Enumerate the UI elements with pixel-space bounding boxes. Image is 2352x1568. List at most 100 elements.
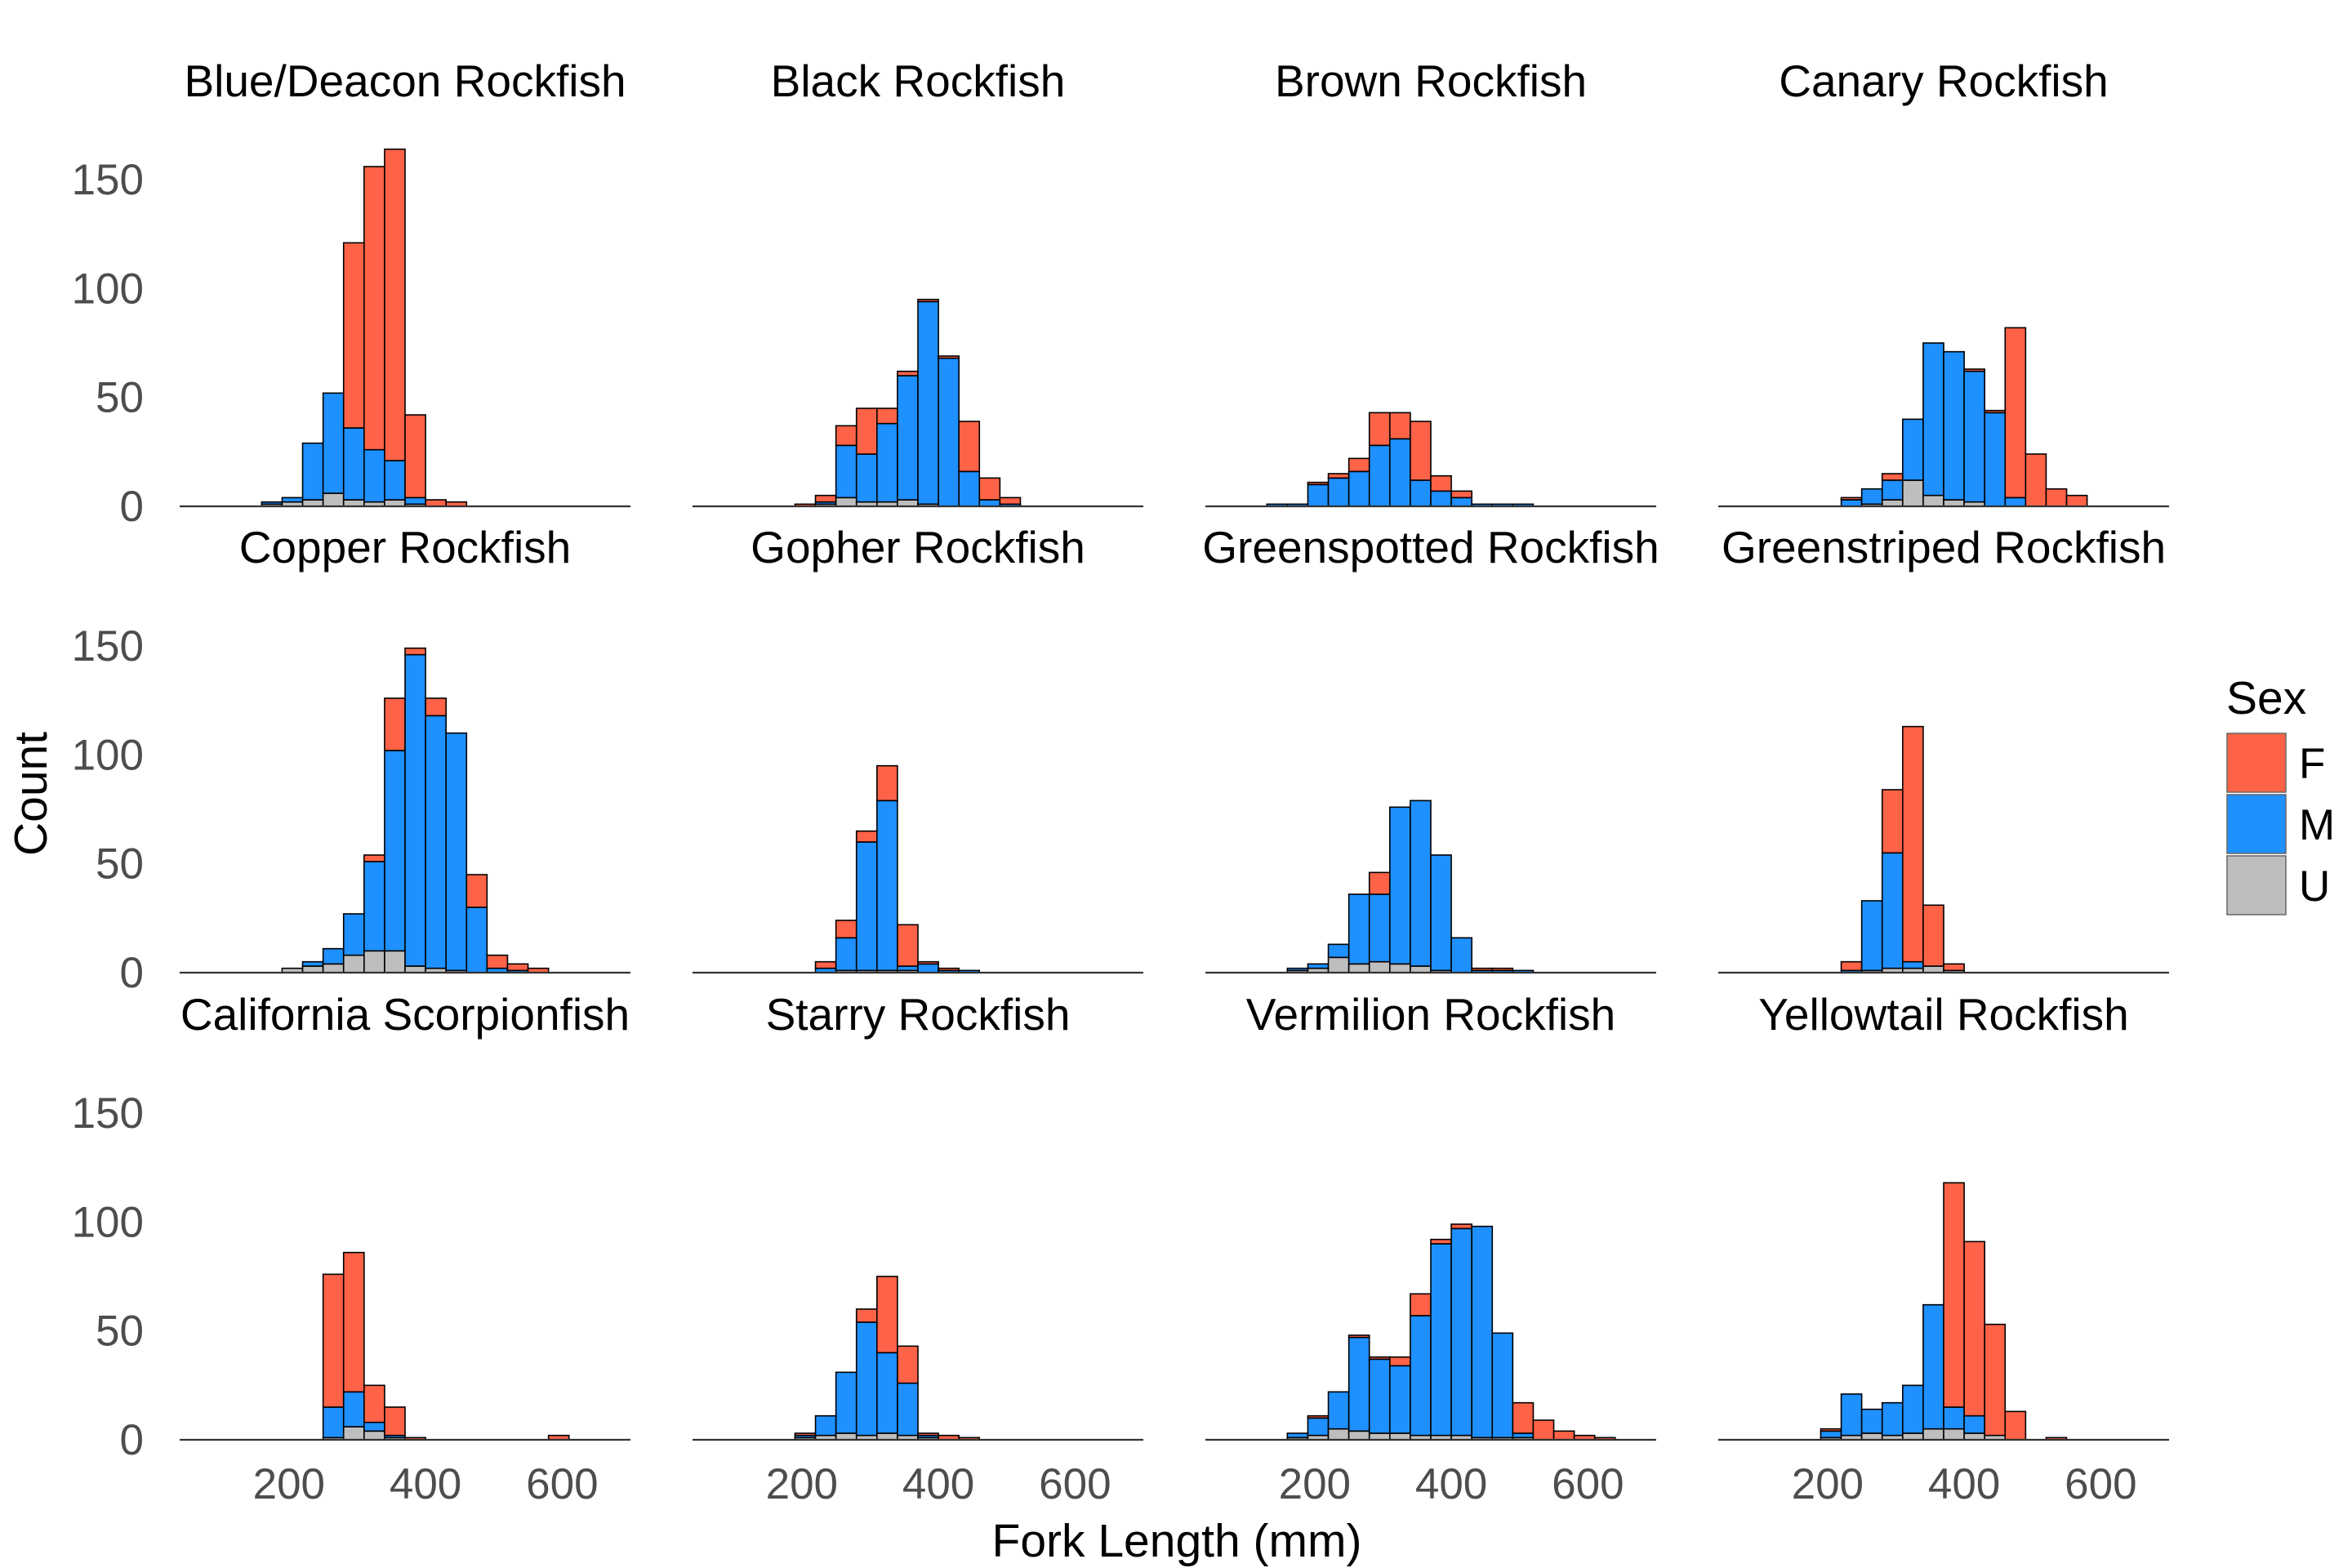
bar-U: [384, 499, 406, 507]
bar-M: [958, 470, 981, 507]
bar-U: [1410, 965, 1432, 973]
bar-F: [794, 1432, 817, 1437]
bar-U: [1327, 956, 1350, 973]
bar-F: [322, 1273, 345, 1408]
bar-M: [1348, 1336, 1370, 1432]
panel-8: California Scorpionfish 0 50 100 150 200 400 60…: [72, 989, 630, 1508]
bar-M: [322, 392, 345, 494]
panel-3: Canary Rockfish: [1718, 56, 2169, 508]
bar-M: [425, 715, 447, 969]
bar-M: [1512, 1432, 1535, 1439]
bar-U: [384, 950, 406, 973]
bar-F: [363, 1384, 385, 1423]
bar-M: [1943, 350, 1965, 501]
bar-M: [1389, 1365, 1411, 1434]
bar-F: [1532, 1419, 1555, 1441]
bar-U: [404, 965, 426, 973]
bar-M: [363, 1421, 385, 1432]
bar-F: [835, 425, 858, 447]
bar-U: [1327, 1428, 1350, 1441]
x-tick-label: 600: [1039, 1460, 1111, 1508]
x-tick-label: 600: [2065, 1460, 2136, 1508]
bar-U: [1389, 963, 1411, 973]
bar-F: [1512, 1401, 1535, 1434]
x-tick-label: 200: [1279, 1460, 1351, 1508]
y-tick-label: 150: [72, 622, 144, 670]
bar-F: [1368, 1356, 1391, 1361]
bar-M: [1902, 418, 1924, 481]
bar-M: [1368, 893, 1391, 963]
bar-M: [1430, 854, 1452, 972]
bar-M: [855, 453, 878, 503]
bar-F: [506, 963, 529, 972]
bar-F: [1450, 490, 1472, 499]
bar-M: [1922, 1303, 1944, 1430]
y-axis-label: Count: [5, 732, 57, 856]
panel-0: Blue/Deacon Rockfish 0 50 100 150: [72, 56, 630, 531]
bar-F: [1368, 871, 1391, 895]
bar-F: [1327, 473, 1350, 479]
bar-M: [404, 653, 426, 967]
bar-M: [1840, 499, 1863, 507]
bar-F: [1430, 1238, 1452, 1245]
bar-U: [363, 950, 385, 973]
bar-U: [835, 1432, 858, 1441]
legend-label-F: F: [2299, 740, 2325, 788]
bar-M: [1286, 1432, 1309, 1439]
bar-F: [342, 242, 365, 429]
bar-F: [855, 830, 878, 843]
bar-M: [363, 448, 385, 503]
bar-U: [1860, 1432, 1883, 1441]
bar-M: [917, 963, 939, 973]
bar-F: [384, 697, 406, 751]
bar-F: [897, 370, 919, 376]
bar-M: [1430, 490, 1452, 507]
y-tick-label: 0: [120, 1416, 144, 1464]
x-tick-label: 200: [1792, 1460, 1864, 1508]
bar-M: [1840, 1393, 1863, 1437]
bar-M: [1410, 800, 1432, 967]
bar-F: [363, 166, 385, 451]
bar-M: [342, 913, 365, 956]
x-tick-label: 400: [1928, 1460, 2000, 1508]
bar-F: [1307, 1414, 1330, 1419]
bar-M: [1860, 1408, 1883, 1434]
legend-title: Sex: [2226, 672, 2306, 724]
legend-swatch-M: [2226, 794, 2287, 854]
bar-F: [2045, 488, 2068, 507]
bar-M: [1389, 806, 1411, 965]
bar-F: [466, 874, 488, 908]
bar-M: [897, 1382, 919, 1437]
bar-F: [1963, 1241, 1985, 1417]
bar-F: [835, 920, 858, 939]
bar-M: [1327, 1391, 1350, 1430]
bar-M: [322, 947, 345, 965]
bar-M: [301, 960, 324, 967]
legend-label-M: M: [2299, 801, 2335, 849]
bar-F: [917, 960, 939, 965]
bar-M: [1327, 477, 1350, 507]
bar-F: [1881, 473, 1904, 481]
x-tick-label: 400: [1415, 1460, 1487, 1508]
bar-F: [1943, 963, 1965, 972]
bar-U: [342, 1426, 365, 1441]
bar-F: [384, 148, 406, 461]
bar-F: [486, 954, 509, 969]
bar-M: [1922, 342, 1944, 497]
bar-F: [814, 494, 837, 503]
bar-F: [1963, 368, 1985, 372]
bar-F: [425, 697, 447, 717]
bar-M: [1860, 488, 1883, 506]
bar-F: [404, 414, 426, 499]
panel-title: Blue/Deacon Rockfish: [184, 56, 626, 106]
bar-M: [876, 422, 898, 503]
bar-F: [2004, 327, 2027, 499]
bar-F: [1389, 1356, 1411, 1367]
bar-F: [1881, 789, 1904, 854]
bar-F: [897, 924, 919, 967]
panel-title: California Scorpionfish: [180, 989, 630, 1040]
bar-F: [855, 408, 878, 455]
panel-1: Black Rockfish: [693, 56, 1143, 508]
panel-5: Gopher Rockfish: [693, 522, 1143, 974]
